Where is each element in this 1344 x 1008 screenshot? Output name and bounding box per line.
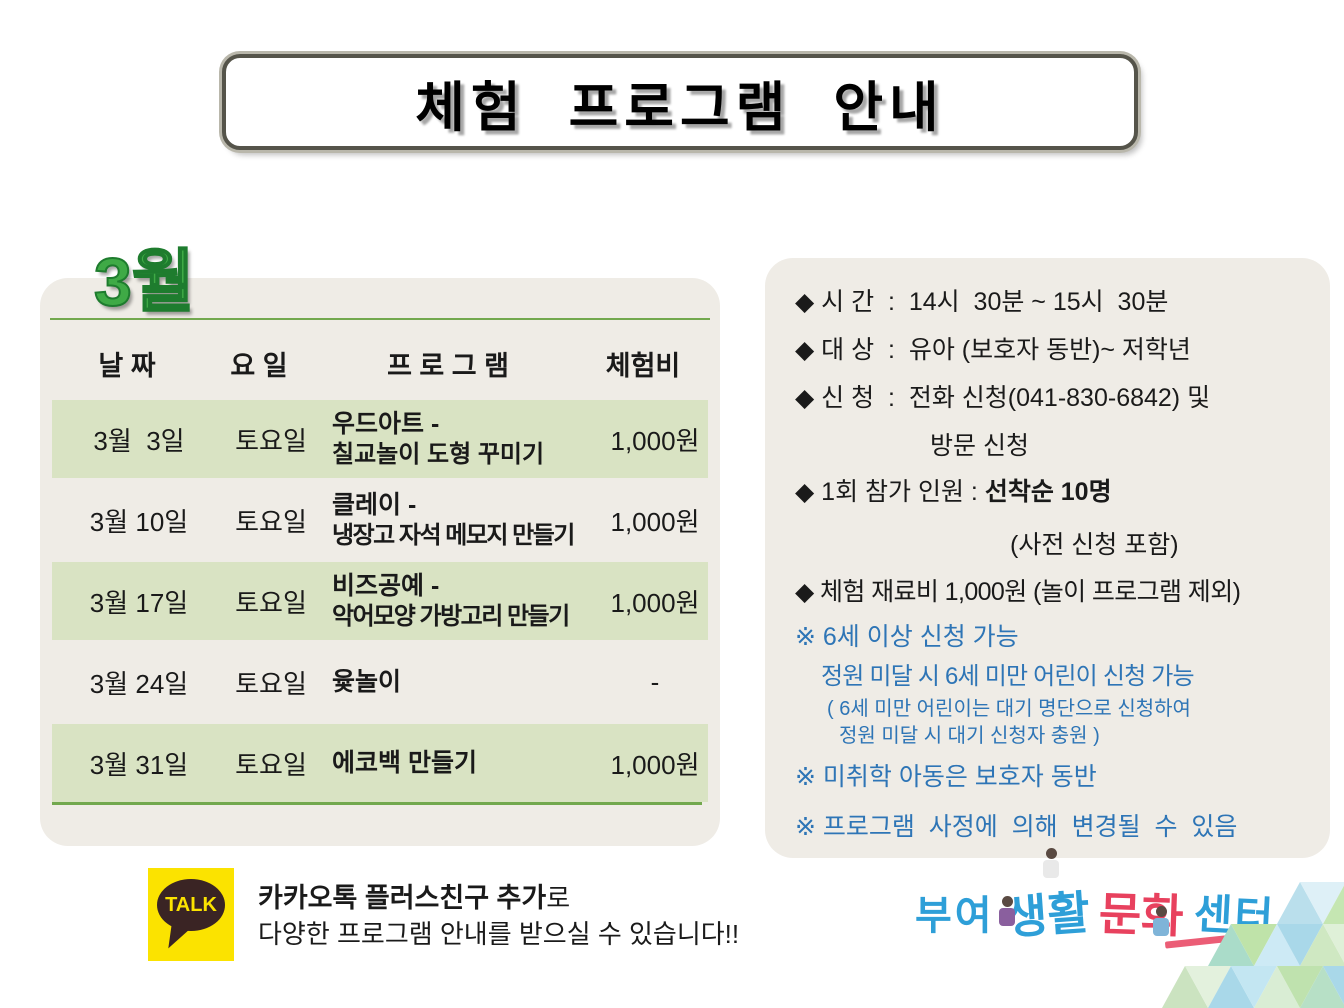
buyeo-culture-center-logo: 부여 생활 문화 센터	[915, 848, 1285, 962]
row-fee: -	[650, 666, 660, 697]
row-fee: 1,000원	[610, 425, 700, 456]
row-fee: 1,000원	[610, 587, 700, 618]
info-panel: ◆ 시 간 : 14시 30분 ~ 15시 30분 ◆ 대 상 : 유아 (보호…	[765, 258, 1330, 858]
speech-bubble-icon: TALK	[157, 879, 225, 931]
page-title: 체험 프로그램 안내	[415, 77, 945, 138]
header-day: 요 일	[230, 350, 288, 381]
info-capacity-value: 선착순 10명	[984, 478, 1112, 506]
row-fee: 1,000원	[610, 749, 700, 780]
corner-triangle-pattern	[1162, 882, 1344, 1008]
row-fee: 1,000원	[610, 506, 700, 537]
table-row: 3월 17일 토요일 비즈공예 - 악어모양 가방고리 만들기 1,000원	[52, 562, 708, 640]
kakao-line1-bold: 카카오톡 플러스친구 추가	[258, 883, 547, 913]
row-program-line1: 클레이 -	[332, 490, 417, 519]
info-apply: ◆ 신 청 : 전화 신청(041-830-6842) 및	[795, 384, 1211, 412]
header-program: 프 로 그 램	[387, 350, 509, 381]
info-capacity: ◆ 1회 참가 인원 : 선착순 10명	[795, 475, 1112, 509]
row-day: 토요일	[235, 425, 307, 456]
table-row: 3월 24일 토요일 윷놀이 -	[52, 643, 708, 721]
row-date: 3월 31일	[89, 749, 189, 780]
note-age-4: 정원 미달 시 대기 신청자 충원 )	[839, 725, 1100, 747]
info-capacity-note: (사전 신청 포함)	[1010, 531, 1179, 559]
row-day: 토요일	[235, 587, 307, 618]
info-time: ◆ 시 간 : 14시 30분 ~ 15시 30분	[795, 288, 1169, 316]
logo-region-text: 부여	[915, 894, 995, 938]
note-age-3: ( 6세 미만 어린이는 대기 명단으로 신청하여	[827, 698, 1191, 720]
logo-illustration-person	[999, 896, 1015, 926]
note-age: ※ 6세 이상 신청 가능	[795, 623, 1019, 651]
row-program-line1: 윷놀이	[332, 667, 402, 696]
divider-top	[50, 318, 710, 320]
note-change: ※ 프로그램 사정에 의해 변경될 수 있음	[795, 813, 1238, 841]
info-capacity-prefix: ◆ 1회 참가 인원 :	[795, 478, 985, 506]
table-row: 3월 31일 토요일 에코백 만들기 1,000원	[52, 724, 708, 802]
table-header: 날 짜 요 일 프 로 그 램 체험비	[40, 340, 720, 386]
kakao-text: 카카오톡 플러스친구 추가로 다양한 프로그램 안내를 받으실 수 있습니다!!	[258, 880, 739, 952]
kakaotalk-logo: TALK	[148, 868, 234, 961]
schedule-panel: 날 짜 요 일 프 로 그 램 체험비 3월 3일 토요일 우드아트 - 칠교놀…	[40, 278, 720, 846]
table-row: 3월 3일 토요일 우드아트 - 칠교놀이 도형 꾸미기 1,000원	[52, 400, 708, 478]
info-apply-2: 방문 신청	[930, 432, 1029, 460]
header-fee: 체험비	[605, 350, 681, 381]
row-day: 토요일	[235, 506, 307, 537]
row-day: 토요일	[235, 749, 307, 780]
kakao-line1-rest: 로	[546, 883, 571, 913]
logo-illustration-person	[1153, 906, 1169, 936]
title-box: 체험 프로그램 안내	[222, 54, 1138, 150]
kakao-line2: 다양한 프로그램 안내를 받으실 수 있습니다!!	[258, 919, 740, 949]
row-program-line2: 냉장고 자석 메모지 만들기	[332, 521, 575, 549]
note-guardian: ※ 미취학 아동은 보호자 동반	[795, 763, 1097, 791]
talk-label: TALK	[165, 893, 217, 916]
info-materials: ◆ 체험 재료비 1,000원 (놀이 프로그램 제외)	[795, 578, 1241, 606]
row-day: 토요일	[235, 668, 307, 699]
row-program-line2: 악어모양 가방고리 만들기	[332, 602, 570, 630]
info-target: ◆ 대 상 : 유아 (보호자 동반)~ 저학년	[795, 336, 1191, 364]
logo-word-1: 생활	[1003, 886, 1092, 944]
row-date: 3월 17일	[89, 587, 189, 618]
row-date: 3월 3일	[93, 425, 185, 456]
header-date: 날 짜	[98, 350, 156, 381]
table-row: 3월 10일 토요일 클레이 - 냉장고 자석 메모지 만들기 1,000원	[52, 481, 708, 559]
row-program-line2: 칠교놀이 도형 꾸미기	[332, 440, 545, 468]
row-date: 3월 10일	[89, 506, 189, 537]
speech-bubble-tail	[168, 922, 194, 952]
divider-bottom	[52, 802, 702, 805]
row-date: 3월 24일	[89, 668, 189, 699]
row-program-line1: 에코백 만들기	[332, 748, 477, 777]
month-heading: 3월	[93, 243, 195, 321]
logo-illustration-person	[1043, 848, 1059, 878]
row-program-line1: 비즈공예 -	[332, 571, 440, 600]
note-age-2: 정원 미달 시 6세 미만 어린이 신청 가능	[821, 663, 1195, 690]
row-program-line1: 우드아트 -	[332, 409, 440, 438]
